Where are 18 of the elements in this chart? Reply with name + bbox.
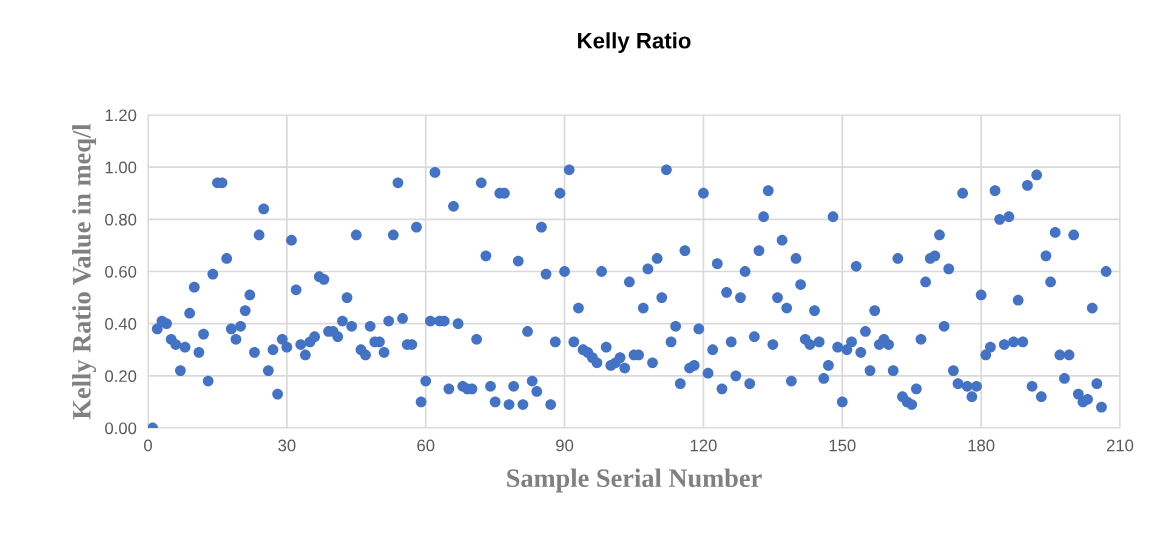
x-tick-label: 0 xyxy=(144,439,152,452)
chart-title: Kelly Ratio xyxy=(578,32,691,53)
y-tick-label: 0.20 xyxy=(105,370,137,383)
x-tick-label: 120 xyxy=(690,439,717,452)
y-tick-label: 0.60 xyxy=(105,265,137,278)
x-tick-label: 150 xyxy=(829,439,856,452)
y-axis-title: Kelly Ratio Value in meq/l xyxy=(72,123,97,420)
x-tick-label: 210 xyxy=(1106,439,1134,452)
y-tick-label: 1.00 xyxy=(105,161,137,174)
x-tick-label: 30 xyxy=(278,439,296,452)
y-tick-label: 0.00 xyxy=(105,422,137,435)
y-tick-label: 1.20 xyxy=(105,109,137,122)
x-tick-label: 90 xyxy=(556,439,574,452)
x-axis-title: Sample Serial Number xyxy=(507,468,762,493)
y-tick-label: 0.80 xyxy=(105,213,137,226)
y-tick-label: 0.40 xyxy=(105,318,137,330)
x-tick-label: 180 xyxy=(968,439,995,452)
x-tick-label: 60 xyxy=(417,439,435,452)
